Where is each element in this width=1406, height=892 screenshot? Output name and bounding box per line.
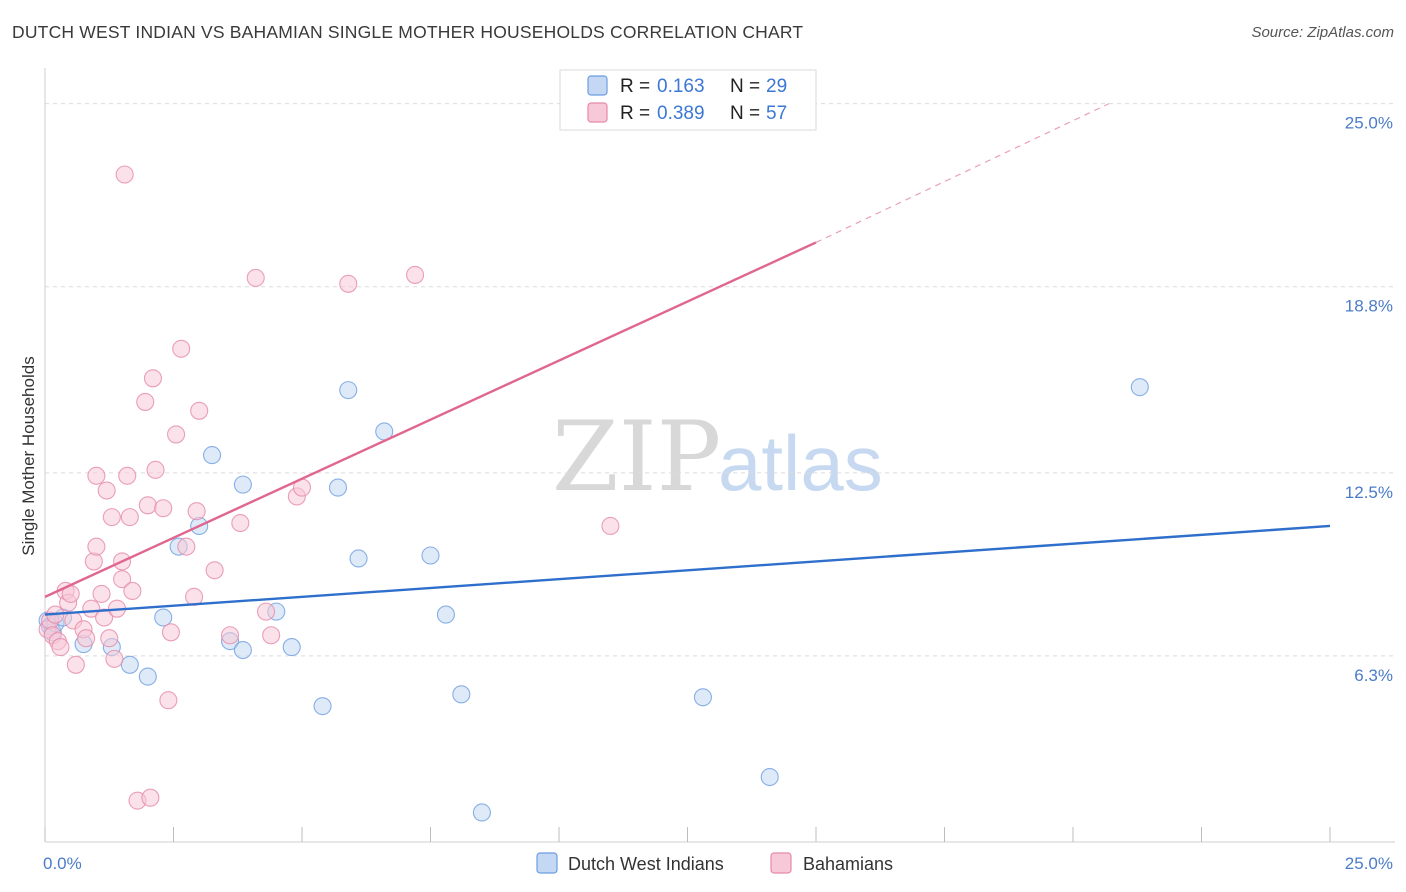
data-point	[120, 655, 139, 674]
trend-line-extension-bahamians	[815, 103, 1110, 243]
data-point	[161, 623, 180, 642]
y-tick-label: 6.3%	[1354, 666, 1393, 685]
data-point	[220, 626, 240, 645]
y-tick-label: 25.0%	[1345, 114, 1393, 133]
data-point	[1130, 378, 1149, 397]
y-axis-title: Single Mother Households	[19, 356, 38, 555]
legend-swatch-dutch-west-indians	[587, 75, 608, 96]
chart-source: Source: ZipAtlas.com	[1251, 24, 1394, 41]
x-tick-label-max: 25.0%	[1345, 854, 1393, 873]
data-point	[120, 508, 139, 527]
y-tick-label: 18.8%	[1345, 297, 1393, 316]
series-bahamians	[38, 165, 620, 810]
data-point	[105, 649, 124, 668]
data-point	[102, 508, 121, 527]
data-point	[87, 466, 106, 485]
data-point	[167, 425, 186, 444]
bottom-legend-label-bahamians: Bahamians	[803, 854, 893, 874]
data-point	[118, 466, 137, 485]
axes	[44, 68, 1395, 843]
data-point	[66, 655, 85, 674]
data-point	[97, 481, 116, 500]
data-point	[123, 581, 142, 601]
data-point	[87, 537, 106, 556]
data-point	[138, 667, 157, 686]
data-point	[100, 629, 119, 648]
y-tick-labels: 6.3% 12.5% 18.8% 25.0%	[1345, 114, 1393, 685]
data-point	[190, 401, 209, 420]
trend-line-dutch-west-indians	[44, 524, 1331, 616]
data-point	[143, 369, 162, 388]
data-point	[187, 502, 206, 521]
x-tick-label-min: 0.0%	[43, 854, 82, 873]
legend-n-value-0: 29	[766, 76, 787, 97]
legend-r-label-1: R =	[620, 103, 650, 124]
data-point	[172, 339, 191, 358]
data-point	[205, 561, 224, 580]
data-point	[113, 570, 132, 589]
data-point	[154, 499, 173, 518]
data-point	[472, 803, 491, 822]
bottom-legend-label-dutch-west-indians: Dutch West Indians	[568, 854, 724, 874]
legend-swatch-bahamians	[587, 102, 608, 123]
data-point	[406, 265, 425, 284]
data-point	[203, 446, 222, 465]
data-point	[282, 638, 301, 657]
legend-box: R = 0.163 N = 29 R = 0.389 N = 57	[559, 69, 817, 131]
data-point	[141, 788, 160, 807]
legend-n-label-1: N =	[730, 103, 760, 124]
data-point	[115, 165, 134, 184]
data-point	[339, 381, 358, 400]
bottom-legend-swatch-bahamians	[770, 852, 792, 874]
data-point	[231, 513, 250, 533]
legend-n-value-1: 57	[766, 103, 787, 124]
data-point	[92, 584, 111, 603]
gridlines	[45, 103, 1395, 657]
legend-r-label-0: R =	[620, 76, 650, 97]
y-tick-label: 12.5%	[1345, 483, 1393, 502]
data-point	[159, 691, 178, 710]
legend-r-value-0: 0.163	[657, 76, 705, 97]
watermark: ZIP atlas	[552, 401, 883, 513]
watermark-zip: ZIP	[552, 401, 721, 513]
data-point	[136, 392, 155, 411]
data-point	[339, 274, 358, 293]
data-point	[233, 640, 252, 660]
watermark-atlas: atlas	[718, 419, 883, 507]
data-point	[328, 478, 348, 497]
bottom-legend-swatch-dutch-west-indians	[536, 852, 558, 874]
data-point	[146, 460, 165, 479]
data-point	[177, 537, 196, 556]
legend-n-label-0: N =	[730, 76, 760, 97]
data-point	[693, 688, 712, 707]
data-point	[256, 602, 276, 621]
data-point	[77, 629, 96, 648]
chart-title: DUTCH WEST INDIAN VS BAHAMIAN SINGLE MOT…	[12, 22, 804, 42]
data-point	[138, 496, 157, 515]
bottom-legend: Dutch West Indians Bahamians	[536, 852, 893, 874]
data-points	[38, 165, 1149, 822]
data-point	[452, 685, 471, 704]
data-point	[82, 599, 101, 618]
data-point	[436, 605, 455, 624]
data-point	[84, 552, 103, 571]
data-point	[313, 697, 332, 716]
data-point	[95, 608, 114, 627]
data-point	[233, 475, 252, 494]
x-tick-labels: 0.0% 25.0%	[43, 854, 1393, 873]
trend-line-bahamians	[44, 241, 817, 598]
data-point	[760, 767, 779, 787]
data-point	[262, 626, 281, 645]
data-point	[349, 549, 368, 568]
legend-r-value-1: 0.389	[657, 103, 705, 124]
trend-lines	[44, 103, 1331, 616]
data-point	[601, 516, 620, 536]
data-point	[51, 638, 70, 657]
data-point	[246, 268, 265, 287]
data-point	[154, 608, 173, 627]
data-point	[421, 546, 440, 565]
